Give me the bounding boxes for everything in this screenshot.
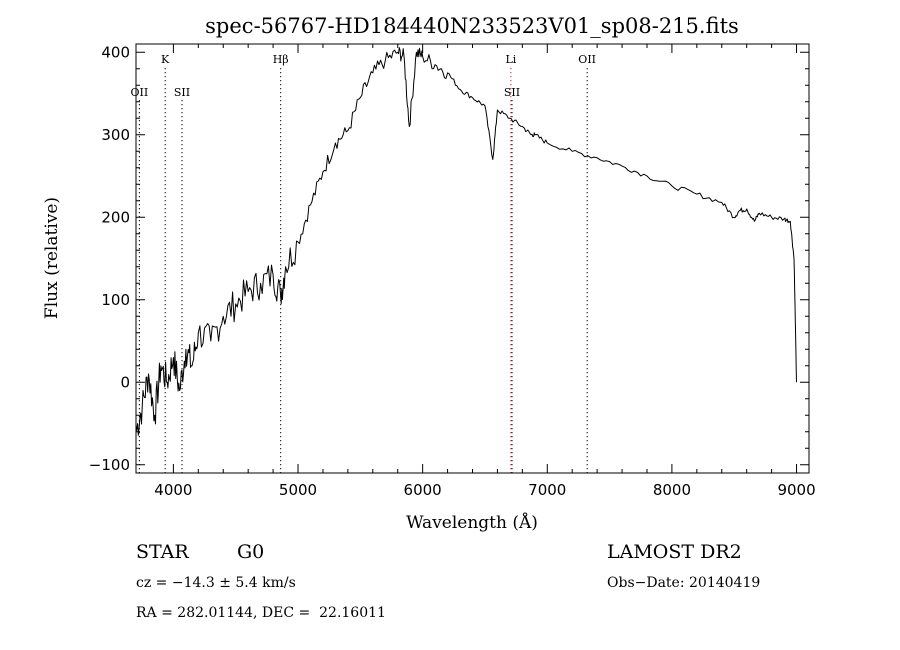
y-axis-label: Flux (relative) <box>42 197 62 319</box>
redshift-readout: cz = −14.3 ± 5.4 km/s <box>136 575 296 591</box>
marker-label: OII <box>131 86 149 99</box>
object-subclass: G0 <box>237 541 265 563</box>
x-tick-label: 8000 <box>653 481 691 499</box>
marker-label: Li <box>505 53 516 66</box>
marker-label: K <box>161 53 170 66</box>
y-tick-label: 300 <box>101 126 130 144</box>
object-class: STAR <box>136 541 189 563</box>
survey-label: LAMOST DR2 <box>607 541 742 563</box>
y-tick-label: −100 <box>89 456 130 474</box>
axis-ticks: 4000 5000 6000 7000 8000 9000 −100 0 100 200 300 40… <box>89 43 816 499</box>
marker-label: SII <box>504 86 520 99</box>
x-tick-label: 5000 <box>279 481 317 499</box>
x-tick-label: 7000 <box>528 481 566 499</box>
chart-title: spec-56767-HD184440N233523V01_sp08-215.f… <box>205 14 739 38</box>
spectrum-series <box>135 47 797 436</box>
y-tick-label: 200 <box>101 208 130 226</box>
x-axis-label: Wavelength (Å) <box>406 512 538 533</box>
spectrum-line <box>135 47 797 436</box>
marker-label: OII <box>578 53 596 66</box>
y-tick-label: 0 <box>120 373 130 391</box>
marker-label: Hβ <box>273 53 289 66</box>
x-tick-label: 4000 <box>154 481 192 499</box>
marker-label: SII <box>174 86 190 99</box>
plot-frame <box>135 43 810 474</box>
y-tick-label: 400 <box>101 43 130 61</box>
coordinates-readout: RA = 282.01144, DEC = 22.16011 <box>136 605 386 621</box>
x-tick-label: 6000 <box>404 481 442 499</box>
spectral-line-markers: OII K SII Hβ Li SII OII <box>131 53 596 473</box>
y-tick-label: 100 <box>101 291 130 309</box>
observation-date: Obs−Date: 20140419 <box>607 575 761 591</box>
x-tick-label: 9000 <box>777 481 815 499</box>
